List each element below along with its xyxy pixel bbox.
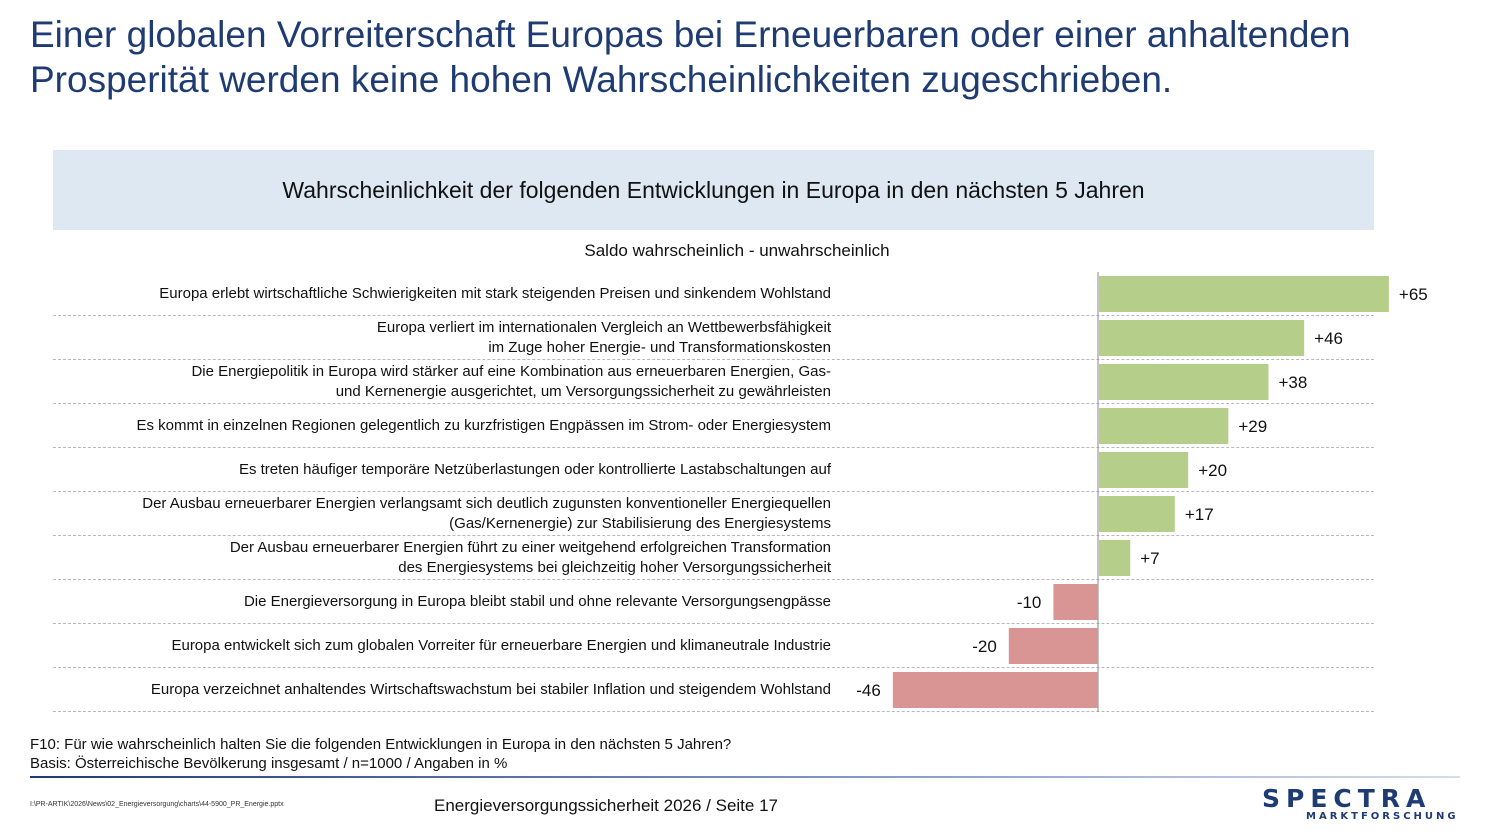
category-label: Der Ausbau erneuerbarer Energien führt z… bbox=[229, 539, 831, 576]
category-label: Europa verliert im internationalen Vergl… bbox=[376, 319, 831, 356]
row-separator bbox=[53, 359, 1374, 360]
row-separator bbox=[53, 315, 1374, 316]
value-label: +20 bbox=[1198, 461, 1227, 480]
spectra-logo: SPECTRA MARKTFORSCHUNG bbox=[1262, 784, 1462, 830]
category-label: Die Energieversorgung in Europa bleibt s… bbox=[243, 593, 831, 610]
bar bbox=[1099, 540, 1131, 576]
row-separator bbox=[53, 491, 1374, 492]
page-headline: Einer globalen Vorreiterschaft Europas b… bbox=[30, 14, 1351, 100]
footnote: F10: Für wie wahrscheinlich halten Sie d… bbox=[30, 735, 731, 773]
value-label: -46 bbox=[856, 681, 881, 700]
row-separator bbox=[53, 447, 1374, 448]
file-path: I:\PR-ARTIK\2026\News\02_Energieversorgu… bbox=[30, 801, 284, 808]
category-row: Europa entwickelt sich zum globalen Vorr… bbox=[53, 624, 831, 668]
row-separator bbox=[53, 535, 1374, 536]
category-label: Der Ausbau erneuerbarer Energien verlang… bbox=[142, 495, 831, 532]
value-label: +46 bbox=[1314, 329, 1343, 348]
bar bbox=[1099, 364, 1269, 400]
category-row: Der Ausbau erneuerbarer Energien führt z… bbox=[53, 536, 831, 580]
category-label: Es treten häufiger temporäre Netzüberlas… bbox=[238, 461, 831, 478]
bar bbox=[1099, 496, 1175, 532]
bar bbox=[1008, 628, 1098, 664]
category-row: Es treten häufiger temporäre Netzüberlas… bbox=[53, 448, 831, 492]
logo-tagline: MARKTFORSCHUNG bbox=[1306, 811, 1459, 822]
category-label: Europa entwickelt sich zum globalen Vorr… bbox=[171, 637, 831, 654]
category-row: Die Energiepolitik in Europa wird stärke… bbox=[53, 360, 831, 404]
category-row: Es kommt in einzelnen Regionen gelegentl… bbox=[53, 404, 831, 448]
bar bbox=[1099, 408, 1229, 444]
value-label: +38 bbox=[1278, 373, 1307, 392]
category-row: Europa verliert im internationalen Vergl… bbox=[53, 316, 831, 360]
category-label: Europa verzeichnet anhaltendes Wirtschaf… bbox=[150, 681, 831, 698]
row-separator bbox=[53, 623, 1374, 624]
category-row: Der Ausbau erneuerbarer Energien verlang… bbox=[53, 492, 831, 536]
value-label: -20 bbox=[972, 637, 997, 656]
chart-subtitle: Saldo wahrscheinlich - unwahrscheinlich bbox=[584, 241, 890, 260]
category-row: Europa verzeichnet anhaltendes Wirtschaf… bbox=[53, 668, 831, 712]
row-separator bbox=[53, 403, 1374, 404]
footnote-basis: Basis: Österreichische Bevölkerung insge… bbox=[30, 755, 508, 772]
bar bbox=[892, 672, 1098, 708]
category-row: Europa erlebt wirtschaftliche Schwierigk… bbox=[53, 272, 831, 316]
page-footer: Energieversorgungssicherheit 2026 / Seit… bbox=[434, 796, 778, 815]
bar bbox=[1099, 452, 1189, 488]
chart-title-band: Wahrscheinlichkeit der folgenden Entwick… bbox=[53, 150, 1374, 230]
value-label: +65 bbox=[1399, 285, 1428, 304]
footnote-question: F10: Für wie wahrscheinlich halten Sie d… bbox=[30, 736, 732, 753]
value-label: +29 bbox=[1238, 417, 1267, 436]
row-separator bbox=[53, 711, 1374, 712]
category-row: Die Energieversorgung in Europa bleibt s… bbox=[53, 580, 831, 624]
value-label: +7 bbox=[1140, 549, 1159, 568]
row-separator bbox=[53, 667, 1374, 668]
category-label: Europa erlebt wirtschaftliche Schwierigk… bbox=[159, 285, 831, 302]
logo-wordmark: SPECTRA bbox=[1262, 784, 1432, 813]
bar bbox=[1053, 584, 1098, 620]
chart-title: Wahrscheinlichkeit der folgenden Entwick… bbox=[282, 176, 1145, 203]
footer-rule bbox=[30, 776, 1460, 778]
value-label: +17 bbox=[1185, 505, 1214, 524]
category-label: Es kommt in einzelnen Regionen gelegentl… bbox=[136, 417, 831, 434]
category-label: Die Energiepolitik in Europa wird stärke… bbox=[191, 363, 831, 400]
row-separator bbox=[53, 579, 1374, 580]
value-label: -10 bbox=[1017, 593, 1042, 612]
bar bbox=[1099, 320, 1305, 356]
bar bbox=[1099, 276, 1389, 312]
